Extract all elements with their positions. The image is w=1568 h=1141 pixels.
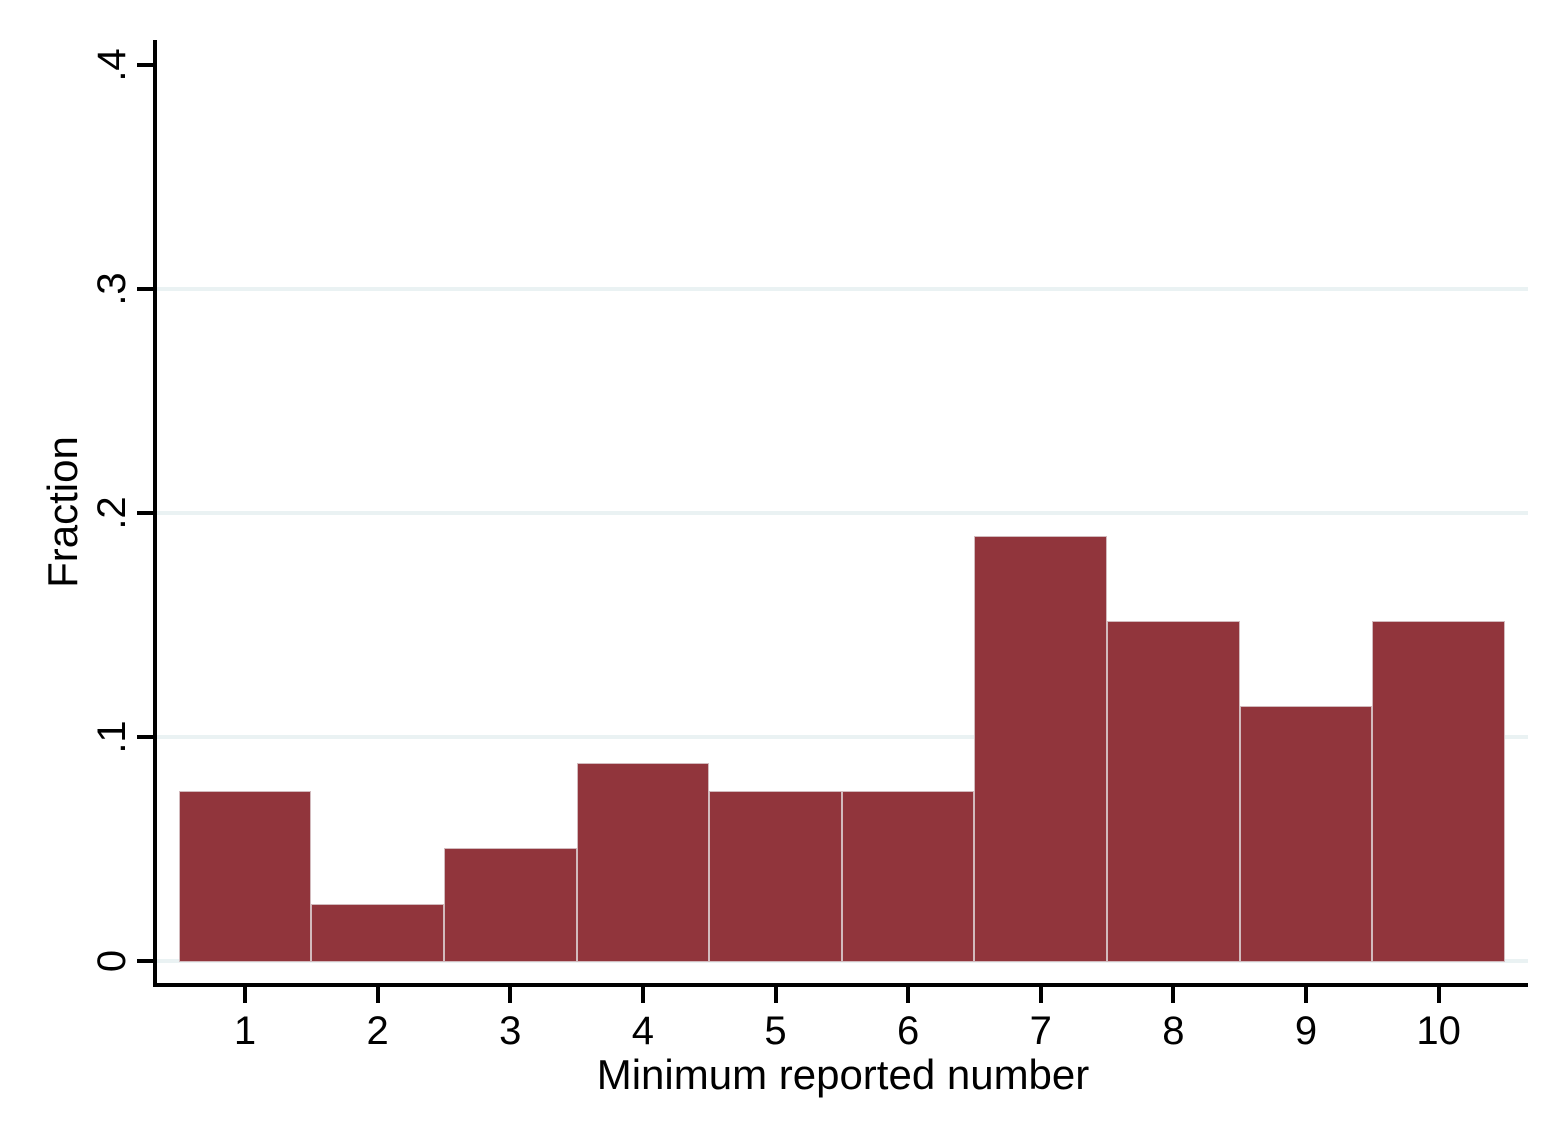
x-tick-8 (1171, 987, 1176, 1003)
histogram-bar-4 (576, 762, 710, 962)
x-tick-7 (1038, 987, 1043, 1003)
x-tick-label-9: 9 (1294, 1009, 1318, 1053)
x-tick-1 (243, 987, 247, 1003)
y-tick-.3 (137, 287, 153, 291)
gridline-y-0.3 (157, 287, 1528, 291)
y-tick-label-.3: .3 (90, 272, 134, 306)
x-axis-title: Minimum reported number (596, 1051, 1090, 1098)
x-tick-6 (906, 987, 911, 1003)
y-axis-title: Fraction (39, 436, 86, 588)
histogram-bar-3 (443, 847, 577, 962)
x-tick-label-6: 6 (897, 1009, 920, 1053)
histogram-bar-2 (311, 904, 444, 962)
x-tick-9 (1304, 987, 1309, 1003)
histogram-bar-9 (1239, 705, 1373, 962)
x-tick-4 (640, 987, 645, 1003)
y-tick-.1 (137, 735, 153, 739)
x-tick-label-5: 5 (764, 1009, 787, 1053)
y-tick-.2 (137, 511, 153, 515)
x-tick-label-3: 3 (499, 1009, 522, 1053)
histogram-bar-10 (1372, 620, 1505, 962)
x-tick-3 (508, 987, 513, 1003)
y-tick-label-0: 0 (90, 949, 134, 973)
x-tick-label-4: 4 (631, 1009, 654, 1053)
y-tick-label-.4: .4 (90, 48, 134, 82)
histogram-bar-7 (974, 535, 1108, 962)
x-tick-label-8: 8 (1162, 1009, 1185, 1053)
gridline-y-0.2 (157, 511, 1528, 515)
histogram-bar-1 (178, 790, 312, 962)
histogram-bar-5 (709, 790, 842, 962)
histogram-bar-8 (1107, 620, 1240, 962)
x-tick-label-7: 7 (1029, 1009, 1052, 1053)
x-tick-label-10: 10 (1416, 1009, 1461, 1053)
y-tick-.4 (137, 63, 153, 67)
y-tick-label-.1: .1 (90, 720, 134, 754)
y-tick-0 (137, 959, 153, 963)
gridline-y-0.1 (157, 735, 1528, 739)
x-tick-2 (375, 987, 380, 1003)
x-tick-label-1: 1 (233, 1009, 257, 1053)
y-axis-line (153, 40, 157, 987)
x-tick-label-2: 2 (366, 1009, 389, 1053)
x-tick-10 (1436, 987, 1441, 1003)
histogram-bar-6 (841, 790, 975, 962)
x-axis-line (153, 983, 1528, 987)
y-tick-label-.2: .2 (90, 496, 134, 530)
x-tick-5 (773, 987, 778, 1003)
